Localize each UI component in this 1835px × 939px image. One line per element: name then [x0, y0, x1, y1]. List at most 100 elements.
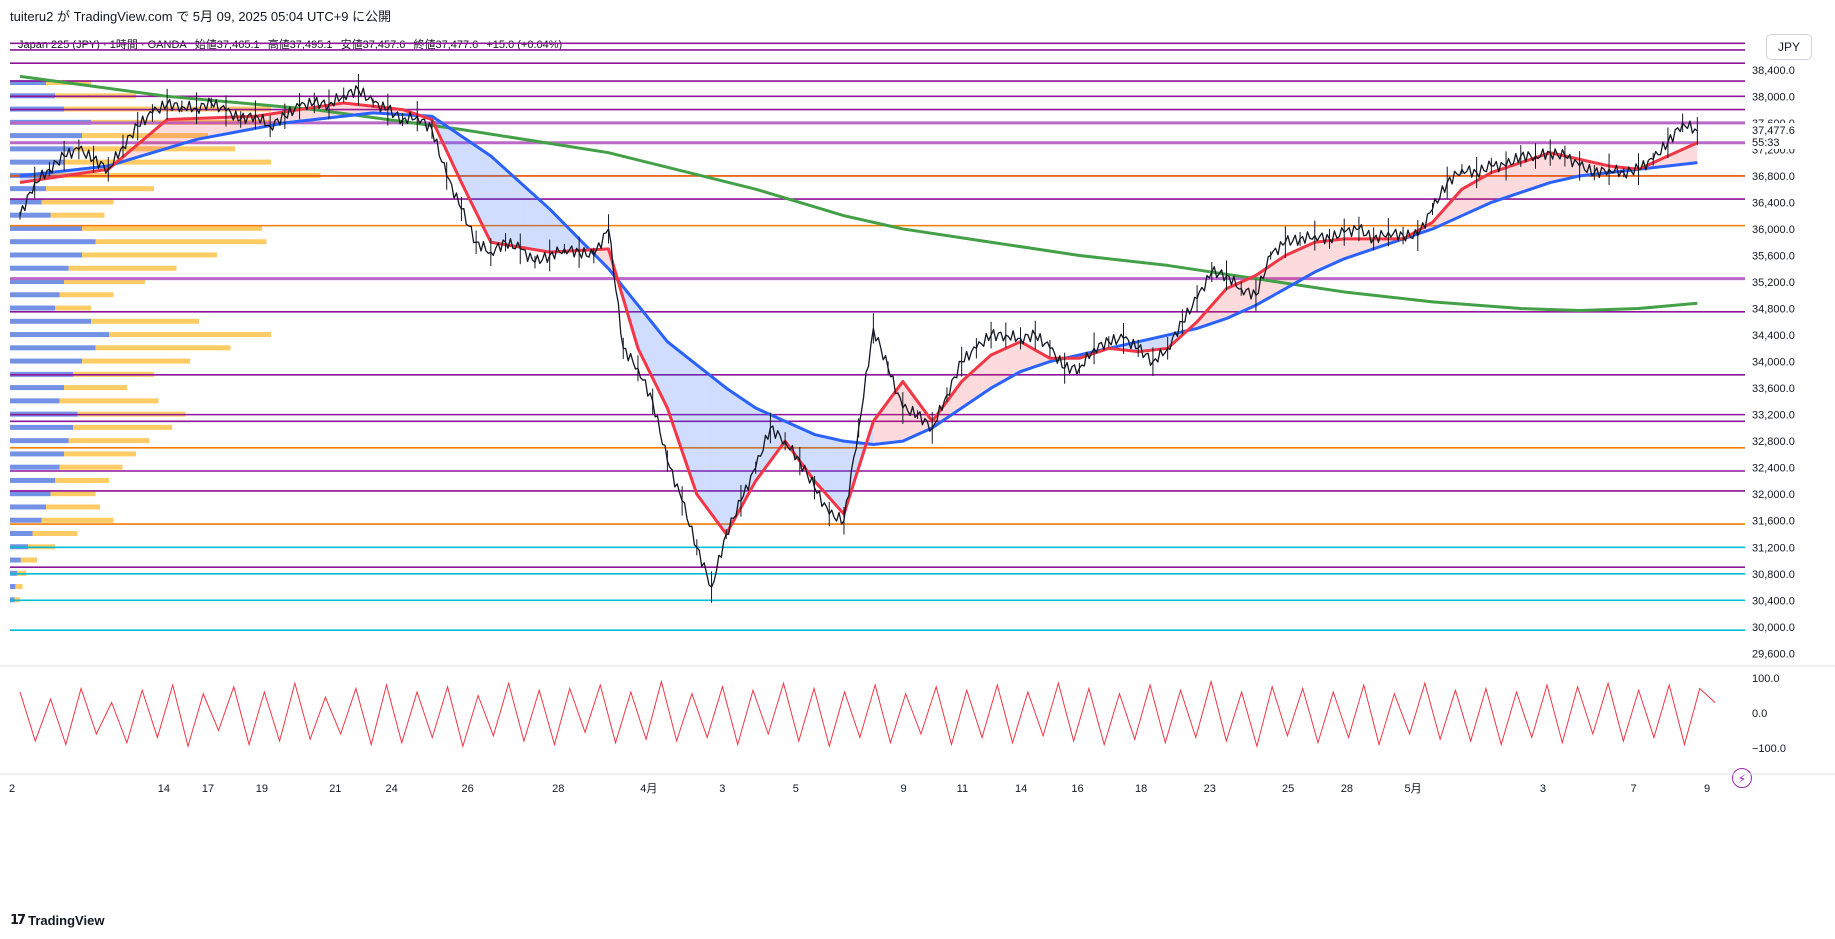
tradingview-footer[interactable]: 𝟭𝟳 TradingView	[10, 912, 104, 928]
price-tick-label: 30,800.0	[1752, 569, 1795, 581]
ma-fill-segment	[726, 388, 734, 534]
ma-fill-segment	[1233, 282, 1242, 316]
ma-fill-segment	[1557, 154, 1565, 181]
time-axis[interactable]: 2 14 17 19 21 24 26 28 4月 3 5 9 11 14 16 18 23 25 28 5月 3 7 9	[9, 783, 1710, 795]
ma-fill-segment	[1483, 172, 1492, 206]
volume-bar-sell	[41, 199, 114, 205]
ma-fill-segment	[976, 361, 984, 399]
price-tick-label: 32,800.0	[1752, 436, 1795, 448]
volume-bar-buy	[10, 212, 51, 218]
volume-bar-sell	[41, 517, 114, 523]
volume-bar-buy	[10, 279, 64, 284]
ma-fill-segment	[814, 434, 822, 490]
ma-fill-segment	[851, 441, 859, 491]
high-value: 高値37,495.1	[267, 39, 333, 51]
volume-bar-sell	[64, 451, 136, 457]
ma-fill-segment	[1439, 205, 1448, 226]
volume-bar-sell	[20, 557, 37, 563]
ma-fill-segment	[527, 189, 535, 250]
ma-fill-segment	[983, 354, 992, 394]
time-tick-label: 14	[158, 783, 170, 795]
ma-fill-segment	[1476, 176, 1484, 210]
price-tick-label: 36,000.0	[1752, 224, 1795, 236]
lightning-icon[interactable]: ⚡	[1732, 768, 1752, 788]
volume-bar-sell	[59, 398, 159, 404]
ma-fill-segment	[152, 125, 160, 153]
volume-bar-sell	[68, 265, 177, 271]
volume-bar-sell	[73, 146, 235, 152]
volume-bar-buy	[10, 146, 73, 152]
ma-fill-segment	[1314, 241, 1323, 273]
volume-bar-sell	[55, 477, 109, 483]
ma-fill-segment	[284, 110, 293, 123]
volume-bar-buy	[10, 252, 82, 258]
price-tick-label: 29,600.0	[1752, 648, 1795, 660]
ma-fill-segment	[1285, 252, 1293, 289]
ma-fill-segment	[211, 117, 219, 137]
ma-fill-segment	[689, 359, 697, 495]
ma-fill-segment	[483, 151, 491, 243]
price-tick-label: 31,600.0	[1752, 516, 1795, 528]
ma-fill-segment	[991, 351, 999, 389]
ma-fill-segment	[1241, 278, 1249, 312]
price-tick-label: 33,600.0	[1752, 383, 1795, 395]
ma-fill-segment	[755, 408, 764, 481]
ma-fill-segment	[1469, 180, 1477, 213]
price-badges: 37,477.655:33	[1747, 122, 1799, 149]
ma-fill-segment	[218, 117, 226, 136]
ma-fill-segment	[961, 374, 970, 408]
ma-lines	[19, 74, 1698, 536]
ma-fill-segment	[1506, 165, 1514, 198]
ma-fill-segment	[1594, 162, 1602, 175]
low-value: 安値37,457.6	[340, 39, 406, 51]
ma-fill-segment	[270, 112, 278, 126]
price-tick-label: 36,800.0	[1752, 171, 1795, 183]
ma-fill-segment	[1152, 336, 1161, 350]
ma-fill-segment	[174, 118, 182, 147]
volume-bar-buy	[10, 451, 64, 457]
ma-fill-segment	[1550, 152, 1558, 183]
ma-fill-segment	[557, 216, 565, 252]
volume-bar-sell	[82, 358, 190, 364]
volume-bar-sell	[32, 531, 78, 536]
ma-fill-segment	[476, 146, 484, 228]
volume-bar-buy	[10, 318, 91, 324]
volume-bar-sell	[59, 292, 114, 298]
symbol-label[interactable]: Japan 225 (JPY) · 1時間 · OANDA	[18, 39, 187, 51]
ma-fill-segment	[711, 376, 719, 525]
ma-fill-segment	[821, 436, 830, 498]
ma-fill-segment	[1513, 162, 1521, 195]
time-tick-label: 9	[1704, 783, 1710, 795]
time-tick-label: 16	[1071, 783, 1083, 795]
ma-fill-segment	[1329, 239, 1337, 266]
price-tick-label: 31,200.0	[1752, 542, 1795, 554]
volume-bar-buy	[10, 133, 82, 139]
volume-bar-buy	[10, 225, 82, 231]
currency-button[interactable]: JPY	[1766, 34, 1812, 60]
time-tick-label: 11	[957, 783, 968, 795]
price-tick-label: 33,200.0	[1752, 410, 1795, 422]
change-value: +15.0 (+0.04%)	[486, 39, 563, 51]
ma-fill-segment	[159, 119, 168, 151]
ma-fill-segment	[667, 341, 675, 430]
ma-fill-segment	[1322, 240, 1330, 269]
volume-bar-sell	[50, 491, 96, 497]
volume-bar-buy	[10, 438, 69, 444]
ma-fill-segment	[1248, 275, 1256, 309]
volume-bar-buy	[10, 491, 51, 497]
oscillator-tick-label: −100.0	[1752, 743, 1786, 755]
ma-fill-segment	[1498, 167, 1507, 200]
time-tick-label: 5	[793, 783, 799, 795]
price-tick-label: 38,400.0	[1752, 65, 1795, 77]
volume-bar-sell	[109, 332, 271, 338]
ma-fill-segment	[1300, 245, 1308, 281]
volume-bar-buy	[10, 186, 46, 192]
volume-bar-sell	[95, 239, 267, 245]
volume-bar-buy	[10, 477, 55, 483]
ma-fast-line	[19, 101, 1698, 536]
price-axis[interactable]: 38,400.038,000.037,600.037,200.036,800.0…	[1752, 65, 1795, 661]
price-tick-label: 35,600.0	[1752, 250, 1795, 262]
ma-fill-segment	[1351, 238, 1359, 257]
ma-fill-segment	[1528, 157, 1536, 190]
